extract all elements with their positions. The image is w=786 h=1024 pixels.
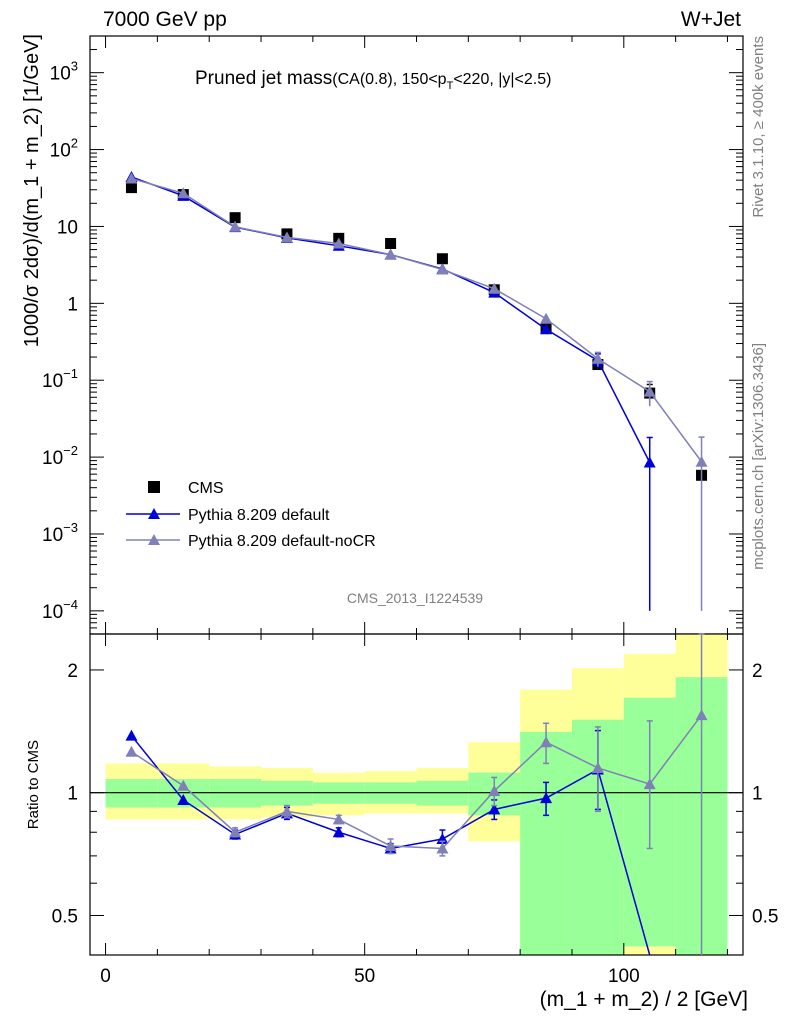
main-y-tick-exponent: −2 (63, 443, 78, 458)
main-y-tick-exponent: −3 (63, 520, 78, 535)
pythia-point (436, 263, 449, 275)
main-y-tick-exponent: 2 (71, 136, 78, 151)
ratio-y-tick-label-right: 0.5 (752, 906, 778, 927)
main-y-tick-exponent: −1 (63, 366, 78, 381)
ratio-y-tick-label-right: 2 (752, 661, 763, 682)
legend-marker-cms (148, 481, 160, 493)
main-y-tick-base: 10 (42, 371, 63, 392)
pythia-point (177, 187, 190, 199)
main-y-tick-base: 10 (50, 141, 71, 162)
main-title-sub: T (447, 80, 454, 92)
ratio-point (540, 736, 553, 748)
legend-entry: CMS (188, 480, 224, 497)
main-y-tick-label: 103 (50, 59, 78, 85)
cms-point (229, 212, 241, 224)
main-ylabel: 1000/σ 2dσ)/d(m_1 + m_2) [1/GeV] (21, 34, 43, 347)
ratio-point (540, 792, 553, 804)
ratio-band-inner-bin (520, 731, 572, 955)
ratio-point (695, 709, 708, 721)
main-y-tick-label: 10−1 (42, 366, 78, 392)
main-title-detail: (CA(0.8), 150<p (332, 71, 446, 88)
pythia-point (591, 352, 604, 364)
ratio-point (125, 729, 138, 741)
watermark: CMS_2013_I1224539 (347, 590, 483, 606)
main-y-tick-base: 10 (42, 525, 63, 546)
pythia-point (643, 456, 656, 468)
ratio-point (177, 779, 190, 791)
x-tick-label: 50 (354, 966, 375, 987)
ratio-point (177, 793, 190, 805)
main-series-line (131, 176, 651, 463)
main-y-tick-base: 10 (50, 64, 71, 85)
ratio-xlabel: (m_1 + m_2) / 2 [GeV] (540, 988, 748, 1011)
legend-marker-pythia (148, 534, 160, 545)
pythia-point (643, 385, 656, 397)
ratio-y-tick-label: 2 (67, 661, 78, 682)
main-title: Pruned jet mass(CA(0.8), 150<pT<220, |y|… (195, 68, 551, 92)
ratio-panel: 0 50 100 0.5 0.5 1 1 2 2 (52, 36, 778, 987)
cms-point (125, 182, 137, 194)
main-y-tick-base: 10 (42, 602, 63, 623)
ratio-point (229, 826, 242, 838)
ratio-point (488, 803, 501, 815)
pythia-point (540, 323, 553, 335)
legend-marker-pythia (148, 508, 160, 519)
main-y-tick-base: 1 (67, 294, 78, 315)
legend-entry: Pythia 8.209 default (188, 507, 330, 524)
ratio-ylabel: Ratio to CMS (25, 740, 42, 829)
main-y-tick-exponent: −4 (63, 597, 78, 612)
pythia-point (280, 231, 293, 243)
ratio-point (332, 826, 345, 838)
cms-point (385, 238, 397, 250)
ratio-point (436, 842, 449, 854)
mcplots-label: mcplots.cern.ch [arXiv:1306.3436] (750, 343, 767, 570)
ratio-y-tick-label: 1 (67, 784, 78, 805)
main-y-tick-label: 10−2 (42, 443, 78, 469)
main-y-tick-label: 10−4 (42, 597, 78, 623)
pythia-point (695, 455, 708, 467)
x-tick-label: 0 (100, 966, 111, 987)
pythia-point (488, 282, 501, 294)
main-y-tick-label: 102 (50, 136, 78, 162)
ratio-point (643, 778, 656, 790)
ratio-series-line (131, 714, 703, 850)
ratio-point (280, 805, 293, 817)
ratio-y-tick-label: 0.5 (52, 906, 78, 927)
legend-entry: Pythia 8.209 default-noCR (188, 533, 376, 550)
ratio-point (384, 840, 397, 852)
ratio-point (488, 784, 501, 796)
main-y-tick-base: 10 (57, 217, 78, 238)
header-right: W+Jet (681, 8, 741, 31)
main-series-line (131, 177, 703, 463)
main-title-main: Pruned jet mass (195, 68, 332, 89)
pythia-point (229, 220, 242, 232)
main-title-tail: <220, |y|<2.5) (453, 71, 551, 88)
ratio-point (332, 813, 345, 825)
main-y-tick-base: 10 (42, 448, 63, 469)
pythia-point (125, 172, 138, 184)
pythia-point (332, 237, 345, 249)
main-y-tick-exponent: 3 (71, 59, 78, 74)
main-y-tick-label: 10−3 (42, 520, 78, 546)
x-tick-label: 100 (608, 966, 640, 987)
legend: CMS Pythia 8.209 default Pythia 8.209 defa… (126, 480, 376, 550)
main-y-tick-label: 10 (57, 217, 78, 238)
pythia-point (540, 312, 553, 324)
header-left: 7000 GeV pp (103, 8, 227, 31)
rivet-label: Rivet 3.1.10, ≥ 400k events (750, 36, 767, 218)
ratio-point (591, 761, 604, 773)
main-y-tick-label: 1 (67, 294, 78, 315)
ratio-y-tick-label-right: 1 (752, 784, 763, 805)
pythia-point (384, 248, 397, 260)
cms-point (436, 253, 448, 265)
ratio-point (125, 745, 138, 757)
